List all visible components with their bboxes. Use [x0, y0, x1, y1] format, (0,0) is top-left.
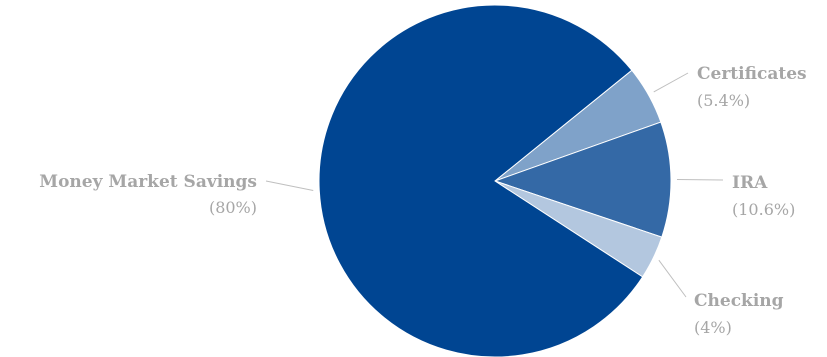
leader-line-checking [658, 259, 687, 298]
slice-label-money-market-savings: Money Market Savings [39, 172, 257, 192]
pie-slice-ira [493, 121, 672, 238]
leader-line-ira [676, 178, 724, 181]
slice-pct-checking: (4%) [694, 318, 732, 337]
leader-lines [265, 72, 724, 298]
pie-slices [318, 4, 672, 357]
slice-label-checking: Checking [694, 291, 784, 311]
leader-line-money-market-savings [265, 180, 314, 192]
slice-pct-ira: (10.6%) [732, 200, 795, 219]
slice-pct-money-market-savings: (80%) [209, 198, 257, 217]
slice-pct-certificates: (5.4%) [697, 91, 750, 110]
slice-label-certificates: Certificates [697, 64, 807, 84]
leader-line-certificates [653, 72, 689, 93]
slice-label-ira: IRA [732, 173, 768, 193]
pie-slice-money-market-savings [318, 4, 644, 357]
